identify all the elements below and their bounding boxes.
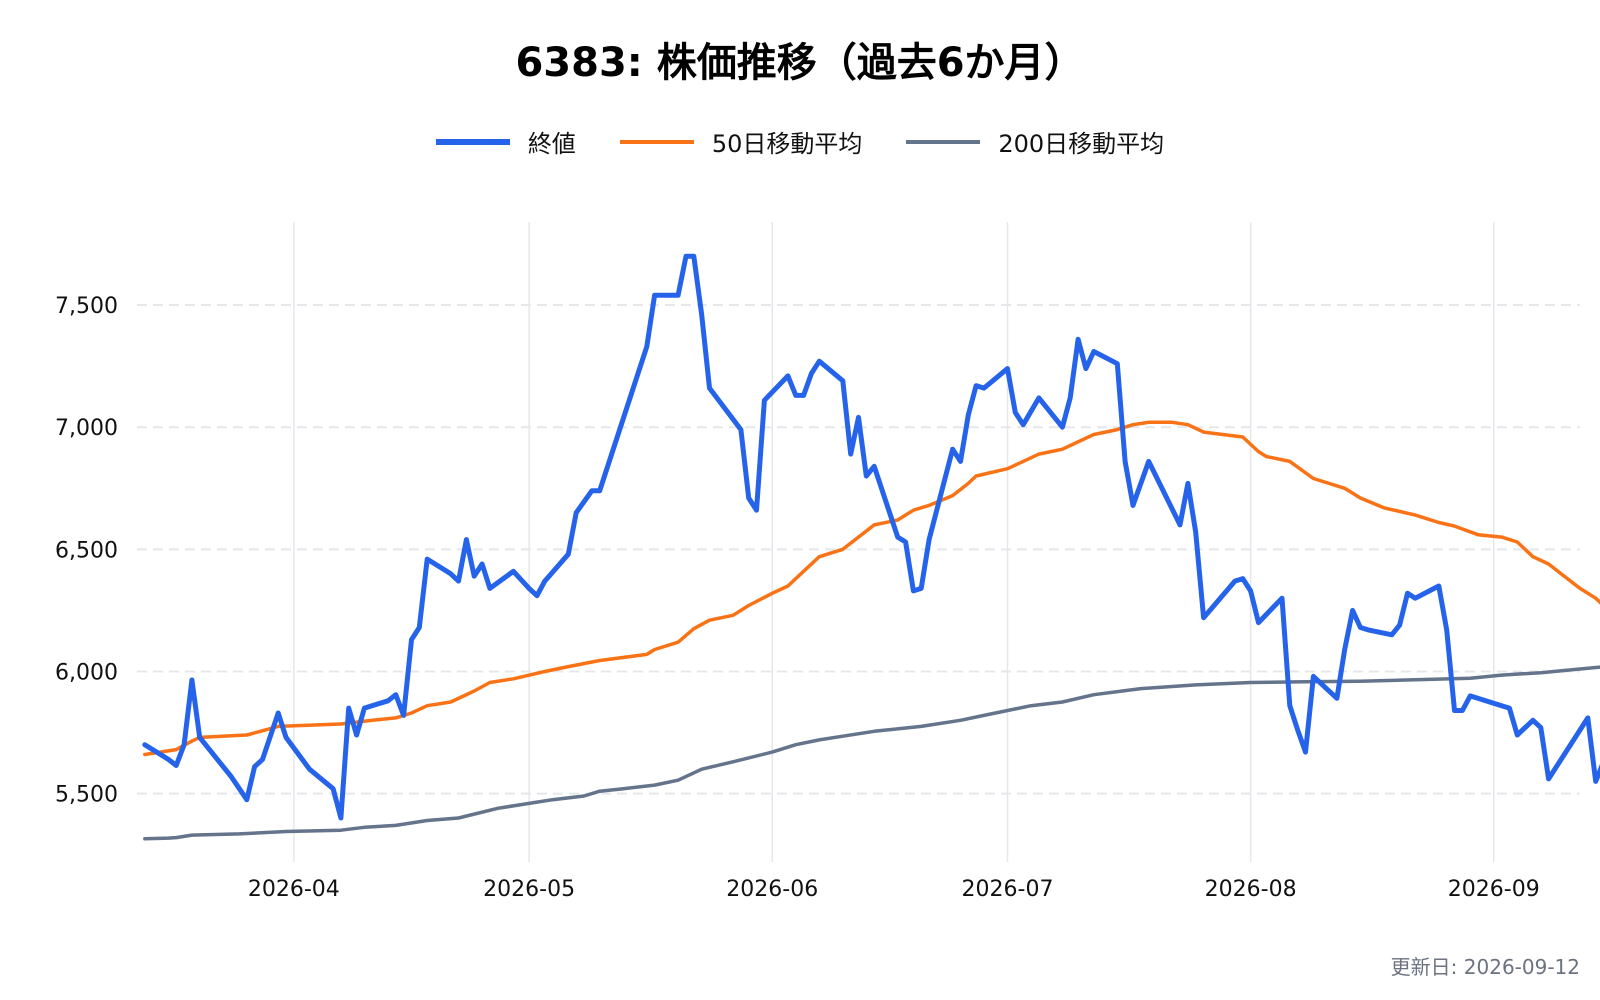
- ma200-line[interactable]: [143, 665, 1600, 841]
- series-layer: [142, 253, 1600, 841]
- legend-label-ma200: 200日移動平均: [998, 130, 1165, 158]
- y-gridlines: [137, 304, 1580, 795]
- ma50-line[interactable]: [143, 420, 1600, 757]
- legend-item-ma50[interactable]: 50日移動平均: [619, 124, 863, 159]
- x-gridlines: [293, 222, 1495, 862]
- x-tick-label: 2026-07: [962, 877, 1054, 902]
- close-price-line[interactable]: [142, 253, 1600, 821]
- y-tick-label: 6,500: [55, 538, 118, 563]
- x-tick-label: 2026-05: [483, 877, 575, 902]
- chart-title: 6383: 株価推移（過去6か月）: [515, 40, 1085, 86]
- legend-swatch-ma50: [619, 139, 694, 144]
- x-axis: 2026-04 2026-05 2026-06 2026-07 2026-08 2026-…: [248, 877, 1540, 902]
- y-tick-label: 7,500: [55, 294, 118, 319]
- y-tick-label: 6,000: [55, 660, 118, 685]
- legend-label-close: 終値: [527, 130, 576, 158]
- y-tick-label: 5,500: [55, 783, 118, 808]
- x-tick-label: 2026-06: [726, 877, 818, 902]
- legend: 終値 50日移動平均 200日移動平均: [0, 124, 1600, 159]
- legend-swatch-close: [435, 138, 510, 145]
- x-tick-label: 2026-04: [248, 877, 340, 902]
- y-tick-label: 7,000: [55, 416, 118, 441]
- legend-item-ma200[interactable]: 200日移動平均: [906, 124, 1164, 159]
- y-axis: 5,500 6,000 6,500 7,000 7,500: [55, 294, 118, 808]
- legend-swatch-ma200: [906, 139, 981, 144]
- updated-date: 更新日: 2026-09-12: [1390, 955, 1580, 979]
- x-tick-label: 2026-08: [1205, 877, 1297, 902]
- legend-label-ma50: 50日移動平均: [711, 130, 863, 158]
- legend-item-close[interactable]: 終値: [435, 124, 576, 159]
- x-tick-label: 2026-09: [1448, 877, 1540, 902]
